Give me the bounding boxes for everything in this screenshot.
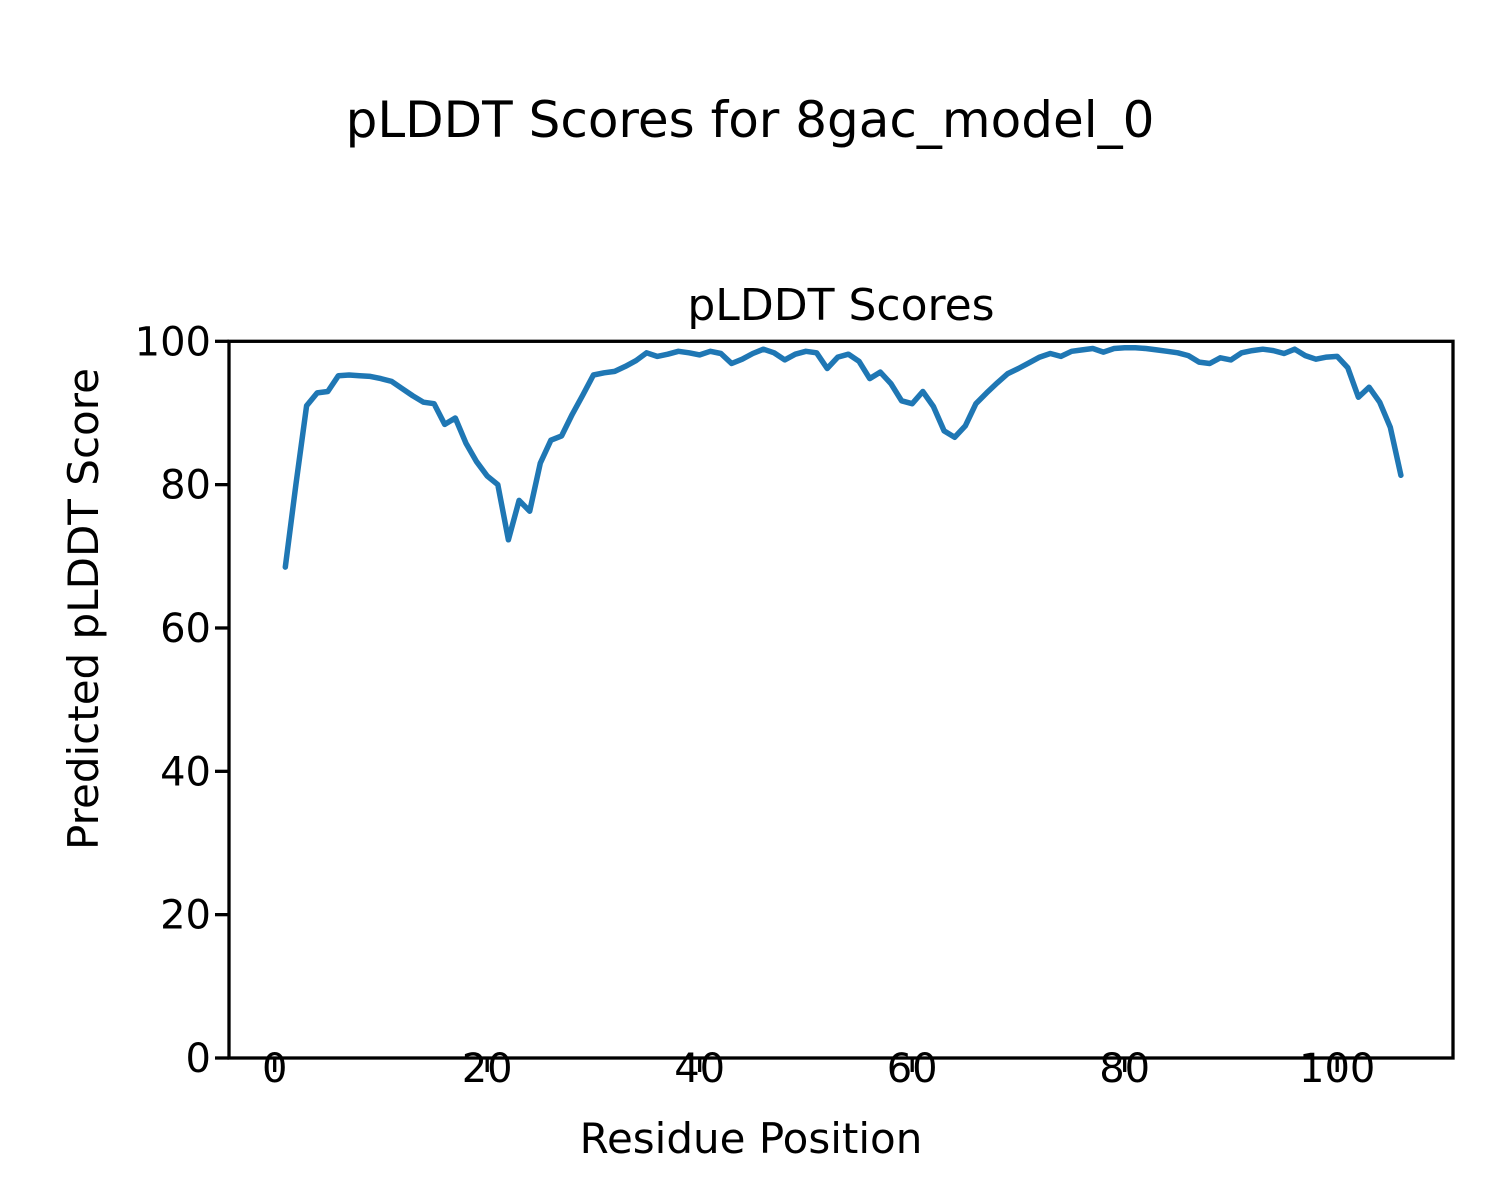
x-tick-label: 80 — [1099, 1046, 1150, 1092]
x-tick-label: 100 — [1299, 1046, 1375, 1092]
y-tick-label: 100 — [135, 319, 211, 365]
x-tick-label: 0 — [262, 1046, 287, 1092]
x-tick-label: 60 — [887, 1046, 938, 1092]
x-tick-label: 40 — [674, 1046, 725, 1092]
y-tick-label: 60 — [160, 606, 211, 652]
axes-spines — [227, 339, 1455, 1060]
axes-title: pLDDT Scores — [687, 280, 995, 331]
y-tick-label: 40 — [160, 749, 211, 795]
x-tick-label: 20 — [462, 1046, 513, 1092]
x-axis-label: Residue Position — [579, 1114, 923, 1163]
y-tick-label: 80 — [160, 463, 211, 509]
y-tick-label: 20 — [160, 893, 211, 939]
figure-title: pLDDT Scores for 8gac_model_0 — [345, 91, 1155, 149]
y-tick-label: 0 — [186, 1036, 211, 1082]
plddt-line — [282, 345, 1404, 570]
